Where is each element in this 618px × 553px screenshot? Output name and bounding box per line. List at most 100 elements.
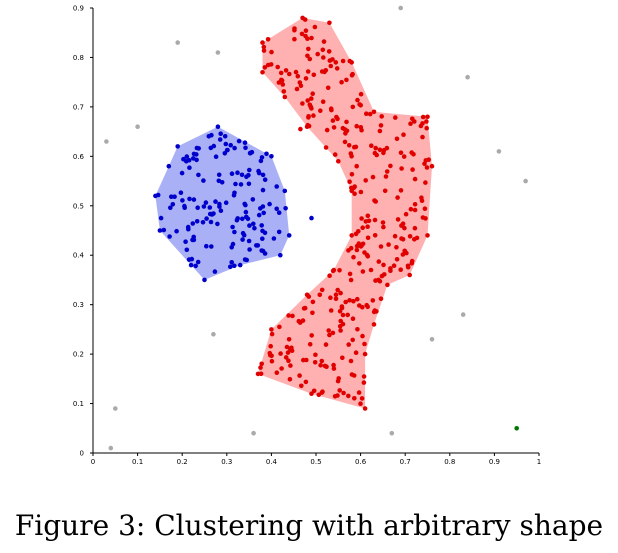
red-cluster-point <box>381 262 386 268</box>
y-tick-label: 0.4 <box>73 252 85 260</box>
blue-cluster-point <box>184 154 190 159</box>
red-cluster-point <box>398 150 404 155</box>
blue-cluster-point <box>175 144 180 149</box>
red-cluster-point <box>332 152 338 157</box>
red-cluster-point <box>373 145 379 151</box>
y-tick-label: 0.3 <box>73 301 84 309</box>
red-cluster-point <box>306 115 311 120</box>
red-cluster-point <box>423 180 428 185</box>
red-cluster-point <box>304 357 309 363</box>
red-cluster-point <box>357 303 362 308</box>
red-cluster-point <box>305 53 310 59</box>
blue-cluster-point <box>247 167 252 173</box>
blue-cluster-point <box>230 224 235 230</box>
red-cluster-point <box>386 242 391 247</box>
red-cluster-point <box>420 215 426 220</box>
red-cluster-point <box>302 17 308 22</box>
blue-cluster-point <box>155 192 161 198</box>
red-cluster-point <box>305 98 311 103</box>
red-cluster-point <box>374 152 380 158</box>
red-cluster-point <box>323 342 329 347</box>
blue-cluster-point <box>236 138 242 144</box>
blue-cluster-point <box>276 229 282 235</box>
red-cluster-point <box>359 216 364 221</box>
red-cluster-point <box>340 312 346 318</box>
red-cluster-point <box>369 143 374 148</box>
red-cluster-point <box>268 62 274 67</box>
red-cluster-point <box>401 132 406 137</box>
red-cluster-point <box>370 174 376 180</box>
blue-cluster-point <box>261 210 267 216</box>
red-cluster-point <box>269 331 275 337</box>
red-cluster-point <box>407 272 413 278</box>
red-cluster-point <box>293 69 299 75</box>
red-cluster-point <box>405 264 411 270</box>
blue-cluster-point <box>184 247 190 253</box>
x-tick-label: 0.9 <box>489 458 500 466</box>
red-cluster-point <box>352 396 357 401</box>
red-cluster-point <box>378 296 384 302</box>
red-cluster-point <box>378 244 384 249</box>
red-cluster-point <box>337 388 343 393</box>
blue-cluster-point <box>260 248 266 254</box>
red-cluster-point <box>319 69 325 74</box>
red-cluster-point <box>424 165 430 170</box>
red-cluster-point <box>337 309 343 314</box>
blue-cluster-point <box>256 212 262 218</box>
blue-cluster-point <box>189 256 195 262</box>
red-cluster-point <box>350 316 356 322</box>
red-cluster-point <box>309 391 314 397</box>
red-cluster-point <box>315 51 321 57</box>
noise-point <box>523 178 528 184</box>
red-cluster-point <box>328 295 333 301</box>
x-tick-label: 0.6 <box>355 458 367 466</box>
blue-cluster-point <box>187 165 192 170</box>
blue-cluster-point <box>180 198 185 203</box>
blue-cluster-point <box>209 244 214 249</box>
red-cluster-point <box>334 114 339 120</box>
blue-cluster-point <box>183 239 188 244</box>
red-cluster-point <box>422 161 427 166</box>
red-cluster-point <box>371 322 377 327</box>
red-cluster-point <box>335 378 341 384</box>
red-cluster-point <box>361 380 367 385</box>
green-point <box>514 426 519 431</box>
red-cluster-point <box>399 236 404 241</box>
blue-cluster-point <box>271 236 277 241</box>
blue-cluster-point <box>174 228 179 234</box>
red-cluster-point <box>384 169 390 174</box>
y-tick-label: 0.5 <box>73 202 84 210</box>
red-cluster-point <box>338 328 343 333</box>
red-cluster-point <box>306 294 312 299</box>
red-cluster-point <box>347 179 352 184</box>
blue-cluster-point <box>246 172 251 178</box>
red-cluster-point <box>311 113 316 118</box>
blue-cluster-point <box>201 204 207 209</box>
red-cluster-point <box>424 125 430 131</box>
blue-cluster-point <box>190 221 196 226</box>
red-cluster-point <box>344 119 349 125</box>
red-cluster-point <box>258 371 264 377</box>
figure-caption: Figure 3: Clustering with arbitrary shap… <box>14 509 604 542</box>
hulls-layer <box>155 17 432 409</box>
red-cluster-point <box>278 351 283 356</box>
red-cluster-point <box>337 268 342 273</box>
blue-cluster-point <box>229 245 234 250</box>
red-cluster-point <box>349 73 355 78</box>
red-cluster-point <box>382 188 388 194</box>
red-cluster-point <box>422 206 428 211</box>
red-cluster-point <box>324 127 330 133</box>
red-cluster-point <box>407 234 413 239</box>
red-cluster-point <box>299 383 304 389</box>
red-cluster-point <box>425 233 430 238</box>
red-cluster-point <box>347 298 352 303</box>
red-cluster-point <box>260 40 265 45</box>
blue-cluster-point <box>229 260 234 265</box>
blue-cluster-point <box>157 228 163 233</box>
red-cluster-point <box>358 125 364 130</box>
red-cluster-point <box>323 68 329 73</box>
red-cluster-point <box>388 266 393 271</box>
red-cluster-point <box>313 352 318 358</box>
red-cluster-point <box>288 347 293 352</box>
red-cluster-point <box>318 363 323 368</box>
